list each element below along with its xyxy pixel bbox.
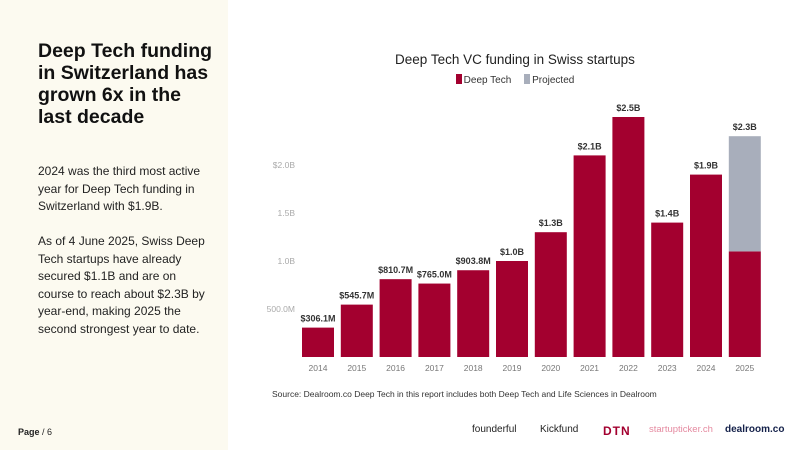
- logo-dealroom: dealroom.co: [725, 424, 785, 435]
- bar-deep-tech: [573, 155, 606, 357]
- paragraph-1: 2024 was the third most active year for …: [38, 164, 201, 213]
- y-tick-label: 500.0M: [267, 304, 295, 314]
- logo-startupticker: startupticker.ch: [649, 424, 713, 435]
- data-label: $2.5B: [616, 103, 641, 113]
- data-label: $306.1M: [300, 314, 335, 324]
- logo-dtn: DTN: [603, 424, 631, 438]
- page-label: Page: [18, 427, 40, 437]
- y-tick-label: $2.0B: [273, 160, 296, 170]
- chart-title: Deep Tech VC funding in Swiss startups: [395, 52, 635, 67]
- data-label: $810.7M: [378, 265, 413, 275]
- data-label: $1.9B: [694, 161, 719, 171]
- text-panel: [0, 0, 228, 450]
- data-label: $1.4B: [655, 209, 680, 219]
- data-label: $2.3B: [733, 122, 758, 132]
- legend-label: Deep Tech: [463, 75, 512, 86]
- logo-founderful: founderful: [472, 424, 517, 435]
- legend-swatch: [455, 74, 462, 84]
- y-tick-label: 1.5B: [278, 208, 296, 218]
- data-label: $1.0B: [500, 247, 525, 257]
- bar-deep-tech: [379, 279, 412, 357]
- data-label: $903.8M: [456, 256, 491, 266]
- x-tick-label: 2023: [658, 363, 677, 373]
- x-tick-label: 2020: [541, 363, 560, 373]
- page-number: Page / 6: [18, 427, 52, 437]
- bar-deep-tech: [534, 232, 567, 357]
- x-tick-label: 2019: [503, 363, 522, 373]
- bar-deep-tech: [612, 117, 645, 357]
- legend-deep-tech: Deep Tech: [455, 74, 512, 86]
- x-tick-label: 2017: [425, 363, 444, 373]
- x-tick-label: 2021: [580, 363, 599, 373]
- bar-projected: [728, 136, 761, 252]
- legend-label: Projected: [532, 75, 575, 86]
- source-note: Source: Dealroom.co Deep Tech in this re…: [272, 389, 657, 399]
- bar-deep-tech: [302, 327, 334, 357]
- bar-deep-tech: [418, 283, 451, 357]
- y-tick-label: 1.0B: [278, 256, 296, 266]
- bar-deep-tech: [496, 261, 528, 357]
- page-count: / 6: [42, 427, 53, 437]
- bar-deep-tech: [651, 222, 684, 357]
- x-tick-label: 2024: [697, 363, 716, 373]
- legend-projected: Projected: [524, 74, 575, 86]
- bar-deep-tech: [457, 270, 490, 357]
- data-label: $765.0M: [417, 270, 452, 280]
- paragraph-2: As of 4 June 2025, Swiss Deep Tech start…: [38, 234, 205, 336]
- bar-deep-tech: [728, 251, 761, 357]
- logo-kickfund: Kickfund: [540, 424, 579, 435]
- legend-swatch: [524, 74, 531, 84]
- x-tick-label: 2014: [309, 363, 328, 373]
- x-tick-label: 2025: [735, 363, 754, 373]
- chart-legend: Deep Tech Projected: [260, 74, 770, 86]
- data-label: $545.7M: [339, 291, 374, 301]
- x-tick-label: 2016: [386, 363, 405, 373]
- headline: Deep Tech funding in Switzerland has gro…: [38, 40, 213, 128]
- x-tick-label: 2022: [619, 363, 638, 373]
- bar-deep-tech: [340, 304, 373, 357]
- bar-deep-tech: [690, 174, 722, 357]
- data-label: $2.1B: [578, 141, 603, 151]
- data-label: $1.3B: [539, 218, 564, 228]
- x-tick-label: 2018: [464, 363, 483, 373]
- x-tick-label: 2015: [347, 363, 366, 373]
